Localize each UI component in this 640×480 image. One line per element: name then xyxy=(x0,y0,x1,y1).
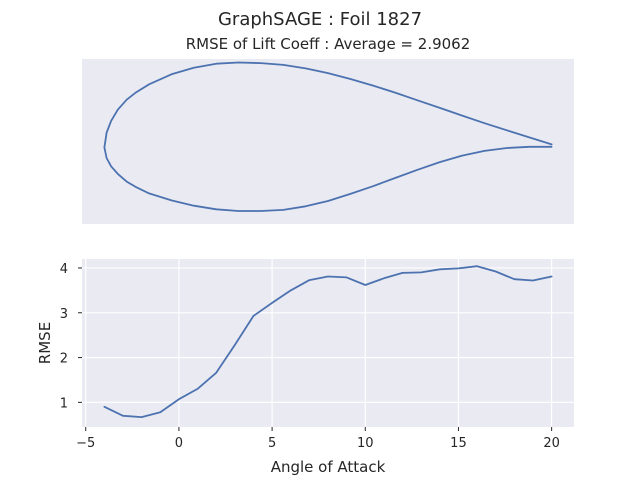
airfoil-plot-background xyxy=(82,59,574,224)
x-tick-label: 10 xyxy=(357,436,374,451)
airfoil-outline xyxy=(103,61,553,212)
y-axis-label: RMSE xyxy=(36,322,54,364)
rmse-plot-background xyxy=(82,259,574,427)
y-tick-label: 2 xyxy=(60,352,68,367)
x-tick-label: −5 xyxy=(76,436,95,451)
x-axis-label: Angle of Attack xyxy=(271,458,386,476)
figure-title: GraphSAGE : Foil 1827 xyxy=(218,9,422,30)
airfoil-plot xyxy=(82,59,574,224)
x-tick-label: 5 xyxy=(268,436,276,451)
x-tick-label: 20 xyxy=(543,436,560,451)
rmse-tick-labels: −5 0 5 10 15 20 1 2 3 4 xyxy=(60,262,560,451)
rmse-series-line xyxy=(103,265,553,418)
y-tick-label: 4 xyxy=(60,262,68,277)
x-tick-label: 15 xyxy=(450,436,467,451)
chart-subtitle: RMSE of Lift Coeff : Average = 2.9062 xyxy=(186,35,471,53)
y-tick-label: 3 xyxy=(60,307,68,322)
y-tick-label: 1 xyxy=(60,396,68,411)
rmse-grid xyxy=(82,259,574,427)
rmse-plot: −5 0 5 10 15 20 1 2 3 4 Angle of Attack RMSE xyxy=(36,259,574,476)
x-tick-label: 0 xyxy=(175,436,183,451)
